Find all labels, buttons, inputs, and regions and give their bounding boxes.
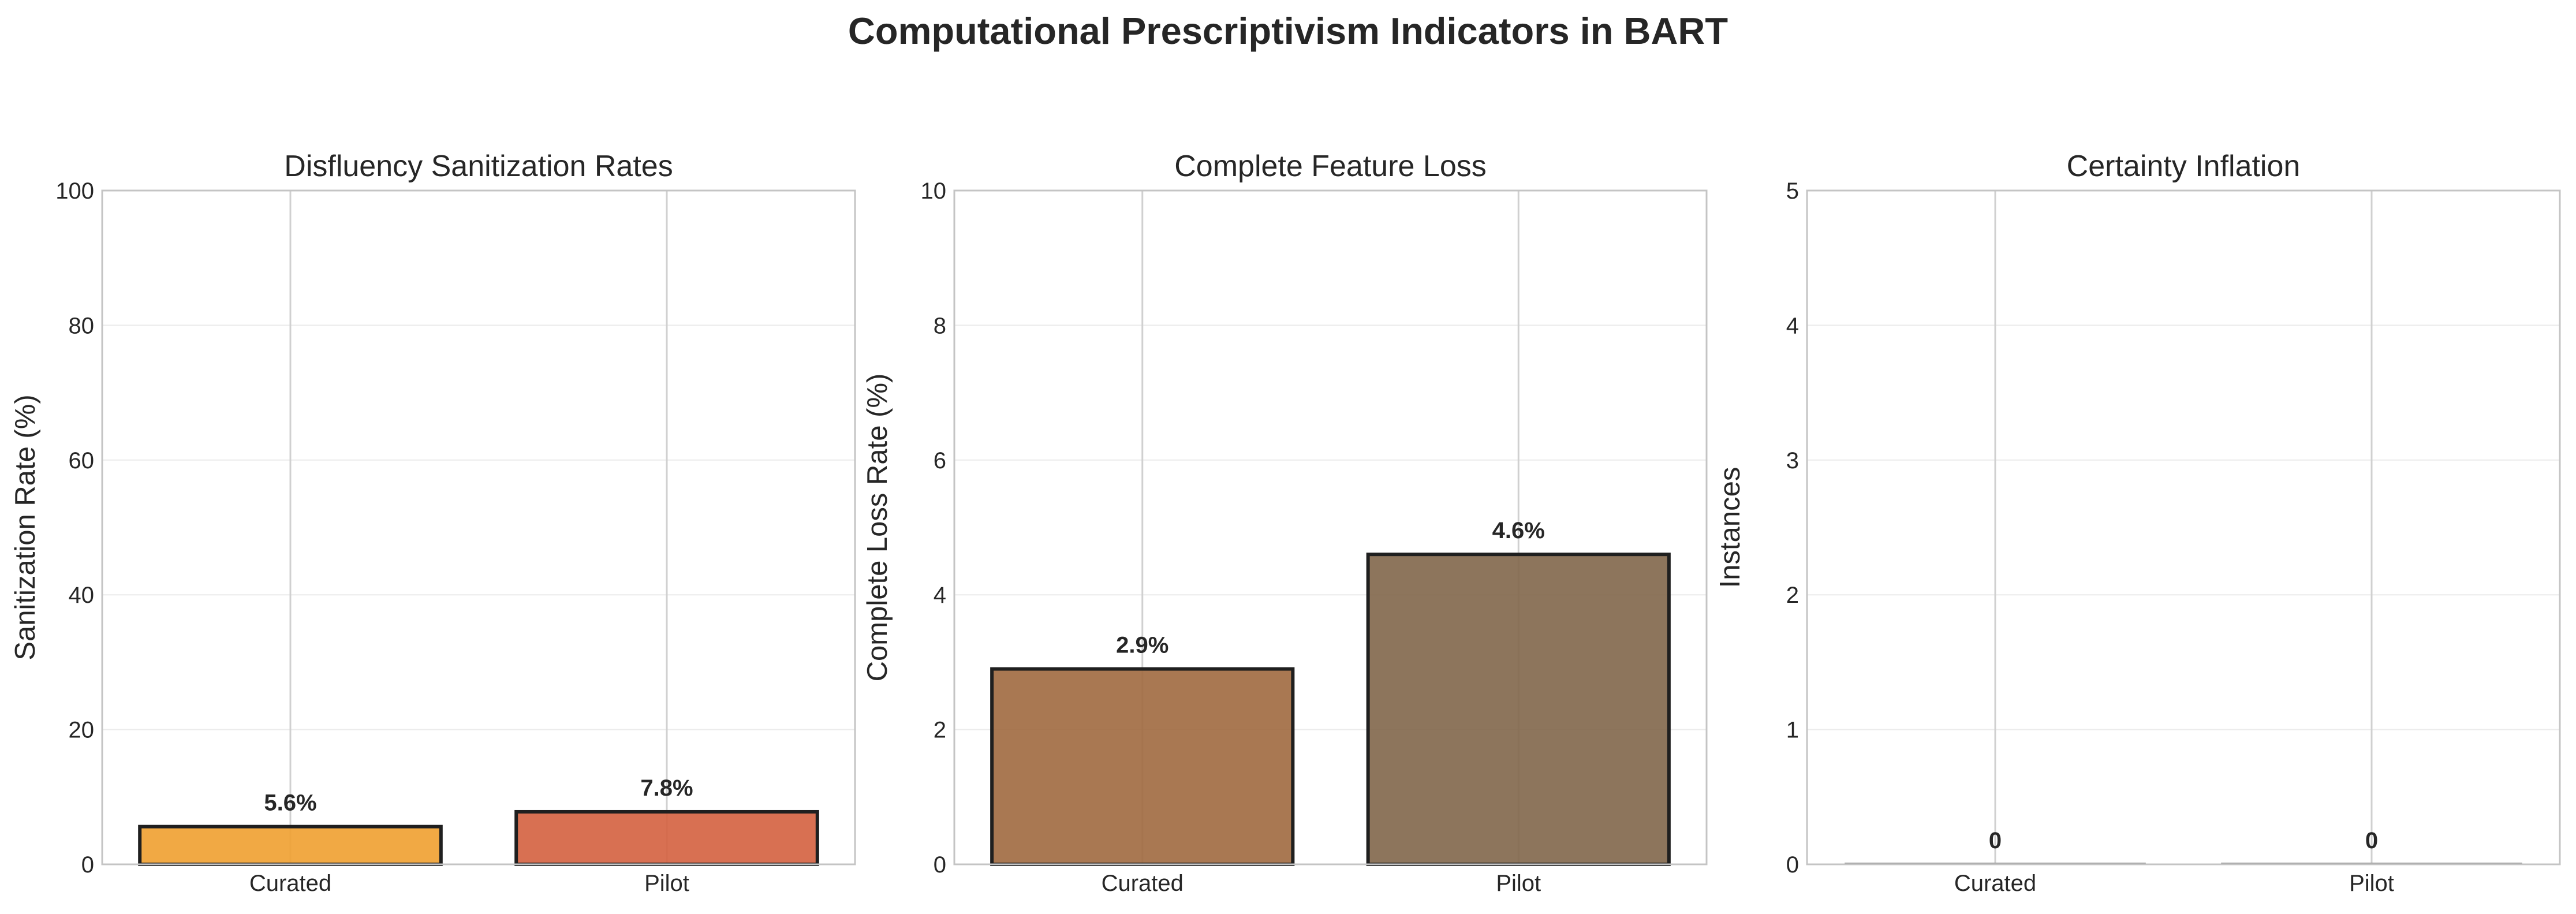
data-label: 0	[1989, 828, 2002, 853]
bar-curated	[138, 825, 443, 866]
bar-pilot	[1366, 553, 1671, 866]
plot-frame	[101, 189, 856, 865]
y-tick-label: 20	[69, 718, 95, 743]
y-tick-label: 100	[55, 178, 94, 204]
y-tick-label: 2	[934, 718, 946, 743]
y-tick-label: 40	[69, 583, 95, 608]
y-tick-label: 8	[934, 313, 946, 338]
y-tick-label: 5	[1786, 178, 1799, 204]
x-tick-label: Curated	[1102, 871, 1184, 896]
bar-pilot	[514, 809, 819, 866]
y-tick-label: 0	[1786, 852, 1799, 878]
y-tick-label: 4	[1786, 313, 1799, 338]
y-tick-label: 3	[1786, 448, 1799, 473]
panel-title: Certainty Inflation	[2067, 150, 2301, 183]
data-label: 2.9%	[1116, 633, 1168, 658]
x-tick-label: Curated	[1954, 871, 2036, 896]
x-tick-label: Pilot	[644, 871, 689, 896]
y-tick-label: 0	[934, 852, 946, 878]
y-axis-label: Instances	[1715, 467, 1746, 588]
y-tick-label: 80	[69, 313, 95, 338]
y-tick-label: 10	[921, 178, 947, 204]
y-tick-label: 6	[934, 448, 946, 473]
plot-frame	[1806, 189, 2561, 865]
y-tick-label: 2	[1786, 583, 1799, 608]
data-label: 7.8%	[640, 775, 693, 801]
y-axis-label: Sanitization Rate (%)	[10, 394, 41, 660]
y-tick-label: 0	[81, 852, 94, 878]
data-label: 4.6%	[1492, 518, 1545, 543]
x-tick-label: Curated	[249, 871, 331, 896]
x-tick-label: Pilot	[2349, 871, 2394, 896]
y-tick-label: 4	[934, 583, 946, 608]
bar-curated	[990, 667, 1295, 866]
y-tick-label: 1	[1786, 718, 1799, 743]
x-tick-label: Pilot	[1496, 871, 1541, 896]
data-label: 5.6%	[264, 790, 316, 816]
y-axis-label: Complete Loss Rate (%)	[862, 374, 893, 682]
panel-title: Complete Feature Loss	[1174, 150, 1487, 183]
figure-title: Computational Prescriptivism Indicators …	[848, 10, 1728, 52]
plot-frame	[953, 189, 1708, 865]
panel-title: Disfluency Sanitization Rates	[284, 150, 673, 183]
y-tick-label: 60	[69, 448, 95, 473]
data-label: 0	[2365, 828, 2378, 853]
